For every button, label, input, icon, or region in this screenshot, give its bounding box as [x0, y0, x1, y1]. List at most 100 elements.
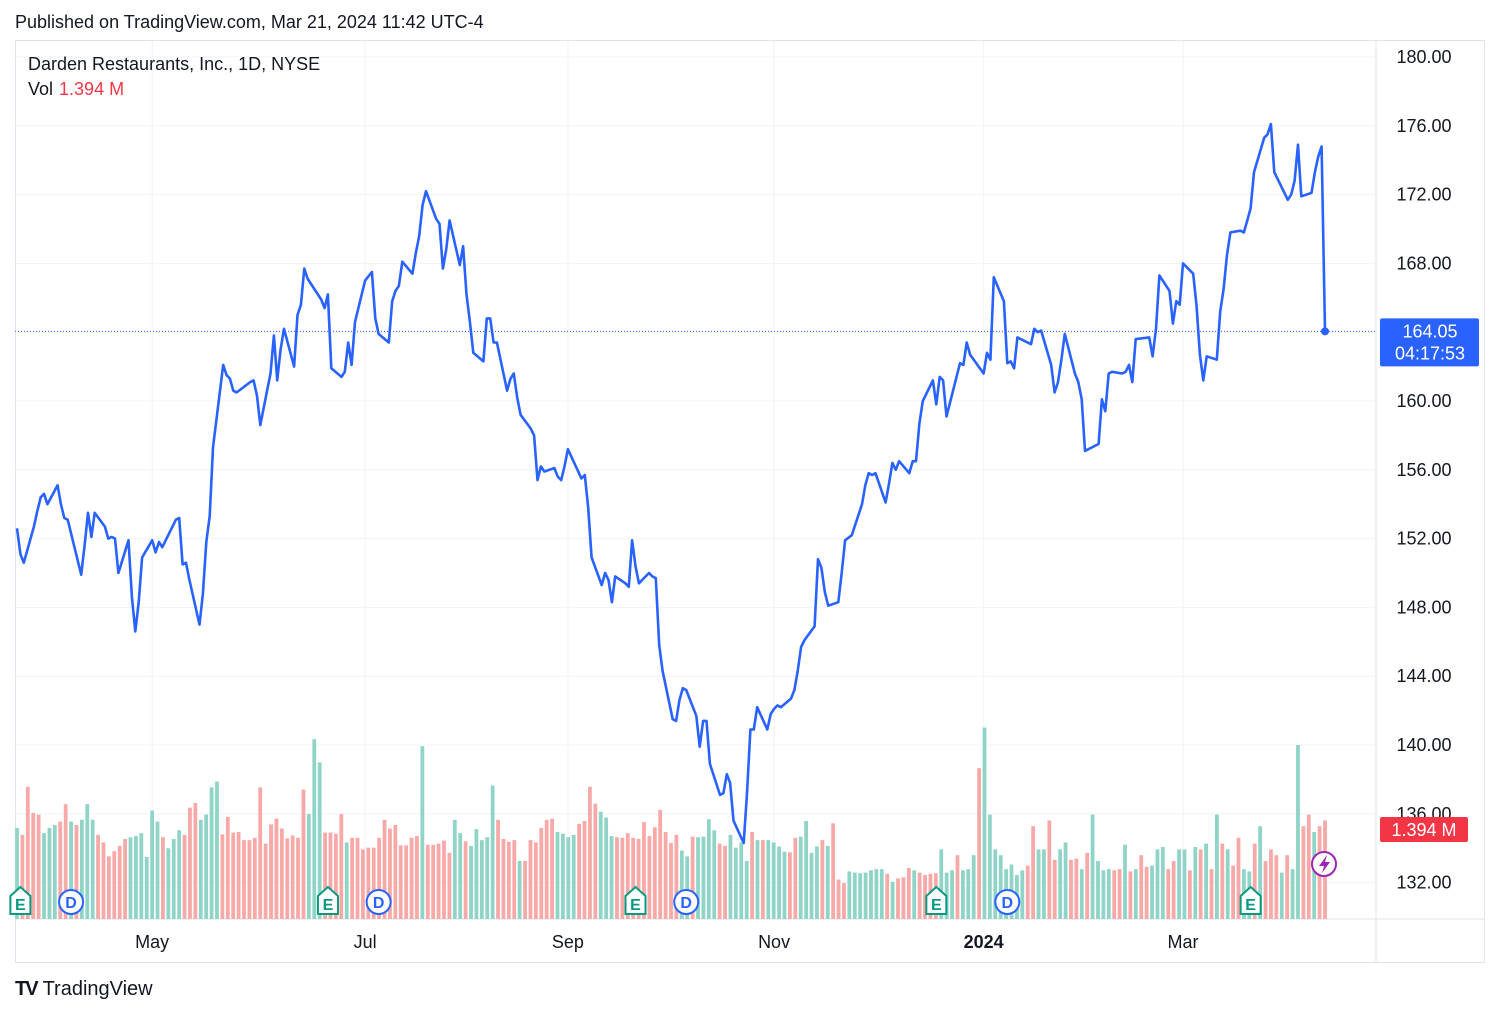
- volume-bar: [155, 821, 160, 919]
- chart-frame[interactable]: [15, 40, 1485, 963]
- volume-bar: [52, 825, 57, 919]
- volume-bar: [917, 872, 922, 919]
- volume-bar: [1285, 855, 1290, 919]
- dividend-marker-icon: [673, 889, 700, 915]
- volume-bar: [382, 819, 387, 919]
- volume-bar: [571, 834, 576, 919]
- volume-bar: [36, 814, 41, 919]
- volume-bar: [25, 786, 30, 919]
- volume-bar: [198, 819, 203, 919]
- volume-bar: [733, 847, 738, 919]
- price-series-line: [15, 122, 1327, 845]
- y-tick-label: 132.00: [1396, 873, 1451, 893]
- volume-bar: [496, 819, 500, 919]
- volume-bar: [1198, 849, 1203, 919]
- volume-bar: [306, 814, 311, 919]
- volume-bar: [112, 851, 117, 919]
- volume-bar: [1269, 849, 1273, 919]
- volume-bar: [485, 837, 490, 919]
- volume-bar: [528, 840, 533, 919]
- volume-bar: [366, 847, 371, 919]
- volume-bar: [815, 846, 819, 919]
- earnings-marker-label: E: [630, 897, 641, 914]
- volume-bar: [771, 842, 776, 919]
- volume-bar: [134, 836, 138, 919]
- volume-bar: [301, 789, 306, 919]
- volume-bar: [744, 861, 749, 919]
- volume-bar: [1187, 870, 1192, 919]
- dividend-marker-icon: [365, 889, 392, 915]
- volume-bar: [998, 855, 1003, 919]
- volume-bar: [977, 768, 981, 919]
- earnings-marker-icon: [925, 885, 948, 915]
- volume-bar: [842, 883, 846, 919]
- volume-bar: [1025, 865, 1030, 919]
- volume-bar: [955, 855, 960, 919]
- volume-bar: [96, 834, 100, 919]
- volume-bar: [339, 814, 344, 919]
- volume-bar: [1252, 843, 1257, 919]
- volume-bar: [393, 825, 398, 919]
- footer-brand[interactable]: TV TradingView: [15, 978, 153, 1001]
- volume-bar: [939, 849, 944, 919]
- volume-bar: [150, 810, 155, 919]
- volume-bar: [1101, 870, 1106, 919]
- y-tick-label: 156.00: [1396, 460, 1451, 480]
- volume-bar: [1123, 844, 1127, 919]
- volume-bar: [479, 840, 484, 919]
- y-tick-label: 168.00: [1396, 253, 1451, 273]
- volume-bar: [506, 841, 511, 919]
- volume-bar: [258, 787, 263, 919]
- volume-bar: [1301, 826, 1306, 919]
- volume-bar: [101, 842, 106, 919]
- grid-layer: [15, 41, 1485, 963]
- volume-bar: [550, 818, 554, 919]
- volume-bar: [577, 823, 582, 919]
- volume-bar: [669, 843, 673, 919]
- volume-bar: [625, 833, 630, 919]
- tradingview-logo-icon: TV: [15, 978, 39, 1000]
- volume-bar: [966, 869, 971, 919]
- volume-bar: [177, 830, 182, 919]
- volume-bar: [831, 823, 836, 919]
- volume-bar: [231, 832, 236, 919]
- brand-name: TradingView: [42, 978, 153, 1000]
- volume-bar: [474, 829, 479, 919]
- earnings-marker-icon: [624, 885, 647, 915]
- volume-bar: [750, 832, 754, 919]
- volume-bar: [1296, 745, 1300, 919]
- volume-bar: [1047, 820, 1052, 919]
- earnings-marker-label: E: [323, 897, 334, 914]
- volume-bar: [252, 837, 257, 919]
- earnings-marker-label: E: [931, 897, 942, 914]
- volume-bar: [215, 781, 219, 919]
- volume-bar: [182, 834, 187, 919]
- volume-bar: [463, 841, 468, 919]
- volume-bar: [960, 870, 965, 919]
- volume-bar: [1106, 869, 1111, 919]
- volume-bar: [539, 827, 544, 919]
- volume-bar: [852, 872, 857, 919]
- volume-bar: [1306, 814, 1311, 919]
- volume-bar: [863, 872, 868, 919]
- volume-bar: [717, 843, 722, 919]
- volume-bar: [820, 840, 825, 919]
- volume-bar: [555, 832, 560, 919]
- volume-badge-value: 1.394 M: [1391, 820, 1456, 840]
- earnings-marker-icon: [316, 885, 339, 915]
- volume-bar: [631, 837, 636, 919]
- volume-bar: [512, 840, 517, 919]
- dividend-marker-label: D: [680, 895, 692, 912]
- volume-bar: [896, 878, 900, 919]
- volume-bar: [971, 855, 976, 919]
- volume-bar: [274, 818, 279, 919]
- volume-bar: [1231, 865, 1236, 919]
- volume-bar: [20, 834, 25, 919]
- dividend-marker-label: D: [373, 895, 385, 912]
- volume-bar: [1274, 855, 1279, 919]
- volume-bar: [447, 852, 452, 919]
- volume-bar: [582, 820, 587, 919]
- volume-bar: [344, 842, 349, 919]
